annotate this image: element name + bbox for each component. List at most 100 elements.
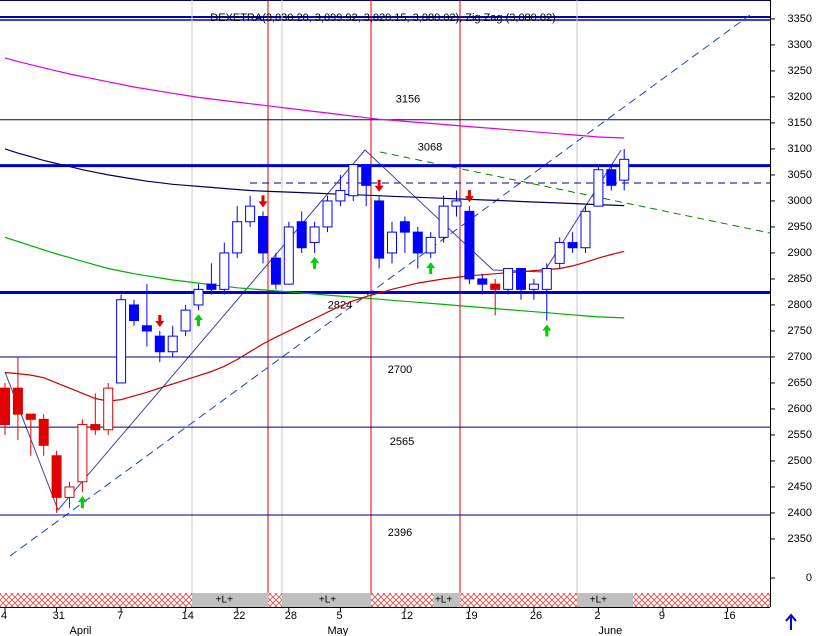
candle-body <box>232 221 243 254</box>
candle-body <box>593 169 604 207</box>
y-tick-label: 3250 <box>788 65 812 77</box>
x-tick-label: 5 <box>336 610 342 622</box>
candle-body <box>451 200 462 207</box>
month-label: April <box>70 625 92 636</box>
y-tick-label: 3300 <box>788 39 812 51</box>
buy-arrow <box>310 256 320 269</box>
candle-body <box>283 226 294 285</box>
sell-arrow <box>374 179 384 192</box>
candle-body <box>580 210 591 249</box>
x-tick-label: 12 <box>401 610 413 622</box>
y-tick-label: 2600 <box>788 403 812 415</box>
session-bar <box>0 593 770 608</box>
candle-body <box>567 242 578 249</box>
y-tick-label: 3200 <box>788 91 812 103</box>
candle-body <box>464 210 475 280</box>
candle-body <box>270 257 281 285</box>
trend-line <box>9 14 751 557</box>
y-tick-label: 2450 <box>788 481 812 493</box>
month-label: May <box>328 625 349 636</box>
moving-average <box>4 57 625 139</box>
y-tick-label: 2900 <box>788 247 812 259</box>
candle-body <box>412 231 423 254</box>
y-tick-label: 3000 <box>788 195 812 207</box>
buy-arrow <box>194 314 203 327</box>
candle-body <box>309 226 320 244</box>
session-label: +L+ <box>319 595 336 606</box>
session-block <box>282 593 371 607</box>
x-tick-label: 31 <box>53 610 65 622</box>
candle-body <box>90 424 101 431</box>
session-block <box>577 593 633 607</box>
candle-body <box>516 268 526 290</box>
level-label: 2396 <box>388 527 412 539</box>
candle-body <box>180 309 191 332</box>
candle-body <box>116 299 127 384</box>
candle-body <box>129 304 139 322</box>
x-tick-label: 9 <box>659 610 665 622</box>
x-tick-label: 2 <box>594 610 600 622</box>
chart-title: DEXETRA(3,030.20, 3,099.92, 3,020.15, 3,… <box>210 12 556 24</box>
candle-body <box>296 221 307 249</box>
session-block <box>192 593 268 607</box>
sell-arrow <box>464 190 474 203</box>
vertical-lines <box>191 0 578 607</box>
candle-body <box>0 387 10 426</box>
month-label: June <box>598 625 622 636</box>
candle-body <box>541 268 552 290</box>
candle-body <box>322 200 333 228</box>
candle-body <box>361 164 372 186</box>
volume-tick-label: 0 <box>806 572 812 584</box>
candle-body <box>335 190 346 202</box>
sell-arrow <box>258 195 268 208</box>
y-tick-label: 2500 <box>788 455 812 467</box>
y-tick-label: 3050 <box>788 169 812 181</box>
x-tick-label: 14 <box>182 610 194 622</box>
candle-body <box>38 418 49 446</box>
candle-body <box>77 424 88 483</box>
candle-body <box>12 387 23 415</box>
candle-body <box>167 335 178 353</box>
session-label: +L+ <box>216 595 233 606</box>
session-hatch <box>0 593 770 607</box>
y-tick-label: 2350 <box>788 533 812 545</box>
y-tick-label: 2550 <box>788 429 812 441</box>
buy-arrow <box>426 262 436 275</box>
y-tick-label: 2950 <box>788 221 812 233</box>
candle-body <box>51 455 62 498</box>
candle-body <box>206 283 217 290</box>
x-tick-label: 28 <box>285 610 297 622</box>
level-label: 2824 <box>328 299 352 311</box>
candle-body <box>193 288 204 306</box>
scroll-arrow[interactable] <box>785 613 797 630</box>
level-label: 2700 <box>388 364 412 376</box>
candle-body <box>503 268 514 290</box>
y-tick-label: 2850 <box>788 273 812 285</box>
buy-arrow <box>542 324 552 337</box>
y-tick-label: 3350 <box>788 13 812 25</box>
candle-body <box>141 325 152 332</box>
candle-body <box>399 221 410 233</box>
y-tick-label: 2650 <box>788 377 812 389</box>
candle-body <box>606 169 617 186</box>
candle-body <box>477 278 488 285</box>
y-tick-label: 2750 <box>788 325 812 337</box>
level-label: 2565 <box>390 436 414 448</box>
x-tick-label: 4 <box>1 610 7 622</box>
y-tick-label: 3150 <box>788 117 812 129</box>
candle-body <box>425 236 436 254</box>
candle-body <box>438 205 449 238</box>
y-tick-label: 2800 <box>788 299 812 311</box>
candle-body <box>554 242 565 264</box>
candle-body <box>219 252 230 290</box>
candle-body <box>103 387 114 431</box>
level-label: 3156 <box>396 94 420 106</box>
session-block <box>434 593 460 607</box>
candle-body <box>64 486 75 498</box>
candle-body <box>387 231 397 254</box>
candle-body <box>348 164 359 197</box>
x-tick-label: 7 <box>117 610 123 622</box>
candle-body <box>528 283 539 290</box>
candle-body <box>374 200 385 259</box>
